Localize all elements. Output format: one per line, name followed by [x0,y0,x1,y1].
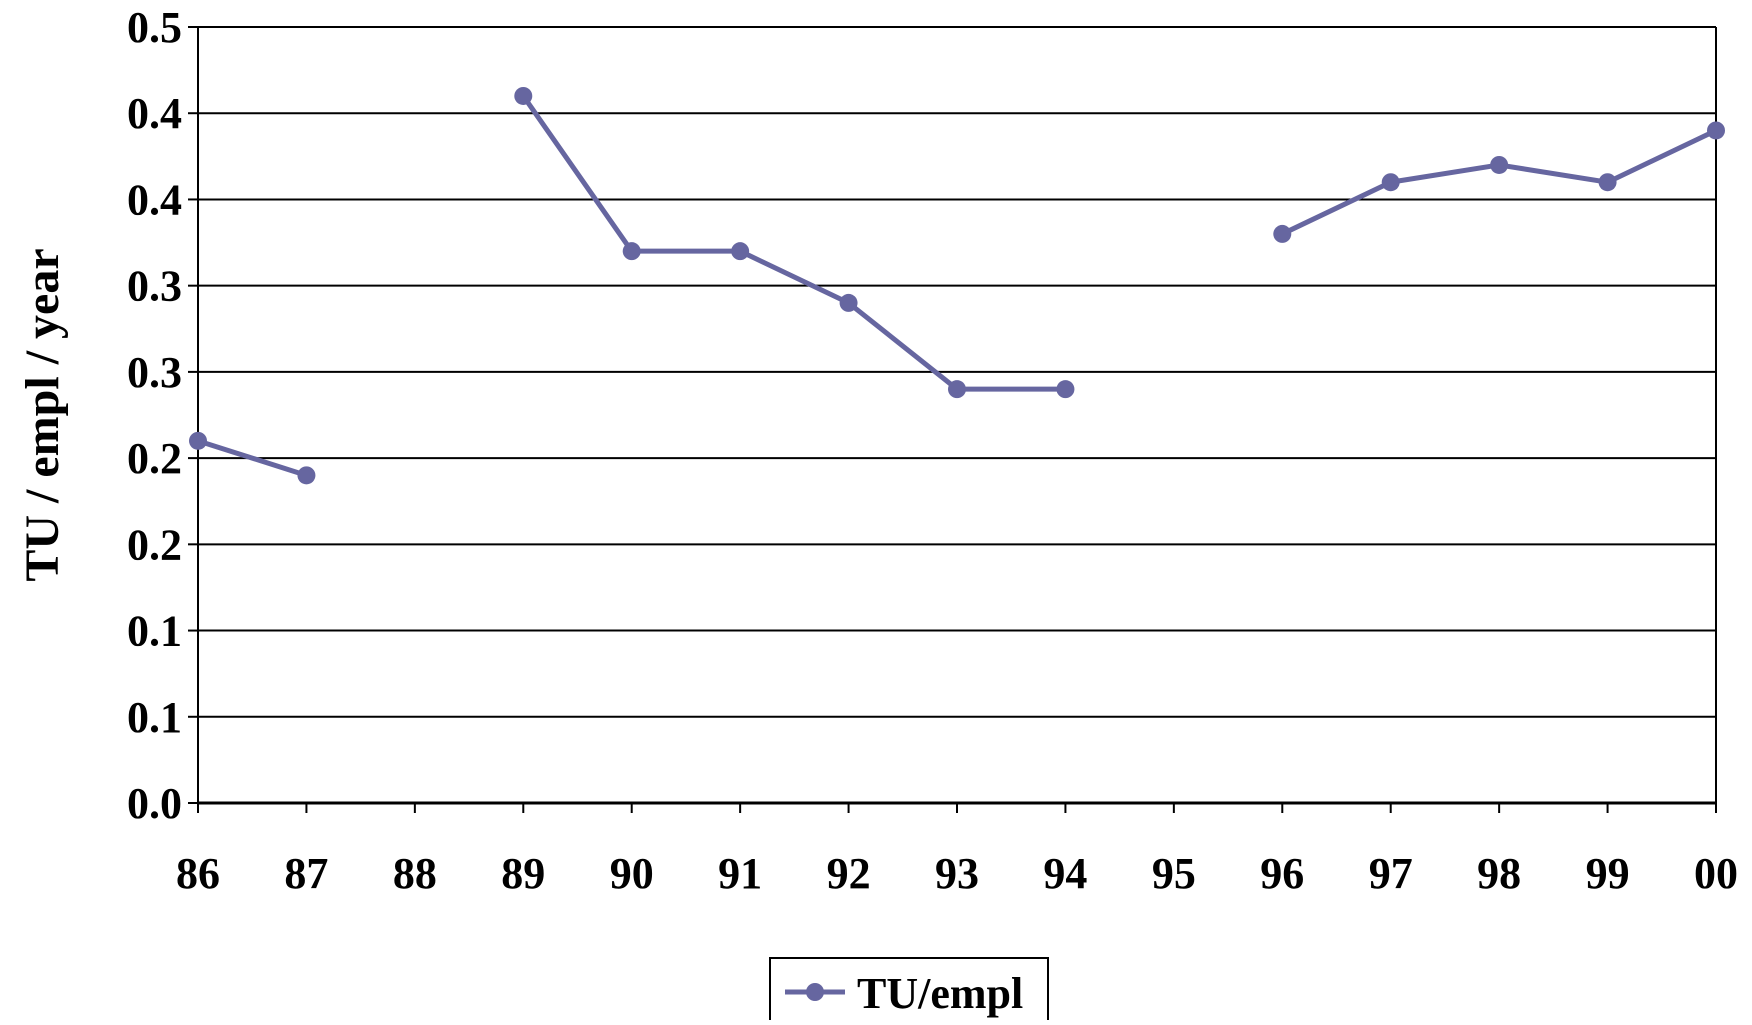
y-tick-label: 0.1 [127,693,182,742]
x-tick-label: 92 [827,849,871,898]
series-line-segment [521,94,1066,392]
data-point [297,466,316,485]
y-tick-label: 0.2 [127,434,182,483]
data-point [1056,380,1075,399]
y-tick-label: 0.2 [127,520,182,569]
legend-series-marker [806,983,824,1001]
x-tick-label: 97 [1369,849,1413,898]
data-point [731,242,750,261]
y-tick-label: 0.5 [127,3,182,52]
axes [188,26,1717,813]
y-tick-label: 0.3 [127,348,182,397]
series-line-segment [197,438,308,478]
y-tick-labels: 0.0 0.1 0.1 0.2 0.2 0.3 0.3 0.4 0.4 0.5 [127,3,182,828]
data-point [189,431,207,450]
data-point [839,293,858,312]
y-tick-label: 0.3 [127,262,182,311]
x-tick-label: 86 [176,849,220,898]
x-tick-label: 89 [501,849,545,898]
legend-box [769,957,1049,1025]
x-tick-label: 96 [1260,849,1304,898]
y-tick-label: 0.4 [127,175,182,224]
data-point [1598,173,1617,192]
x-tick-label: 88 [393,849,437,898]
y-axis-title: TU / empl / year [16,248,69,581]
series [189,86,1725,485]
x-tick-label: 93 [935,849,979,898]
data-point [1707,121,1725,140]
legend-series-label: TU/empl [857,969,1023,1018]
legend: TU/empl [769,957,1049,1025]
x-tick-label: 98 [1477,849,1521,898]
y-tick-label: 0.0 [127,779,182,828]
data-point [514,86,533,105]
data-point [1381,173,1400,192]
gridlines [198,26,1716,718]
x-tick-label: 87 [284,849,328,898]
x-tick-label: 90 [610,849,654,898]
y-tick-label: 0.1 [127,607,182,656]
x-tick-label: 99 [1586,849,1630,898]
series-line-segment [1281,128,1718,237]
x-tick-label: 94 [1043,849,1087,898]
x-tick-label: 91 [718,849,762,898]
x-tick-label: 00 [1694,849,1738,898]
data-point [948,380,966,399]
x-tick-labels: 86 87 88 89 90 91 92 93 94 95 96 97 98 99 00 [176,849,1738,898]
data-point [1273,224,1292,243]
data-point [622,242,641,261]
x-tick-label: 95 [1152,849,1196,898]
y-tick-label: 0.4 [127,89,182,138]
data-point [1490,155,1509,174]
